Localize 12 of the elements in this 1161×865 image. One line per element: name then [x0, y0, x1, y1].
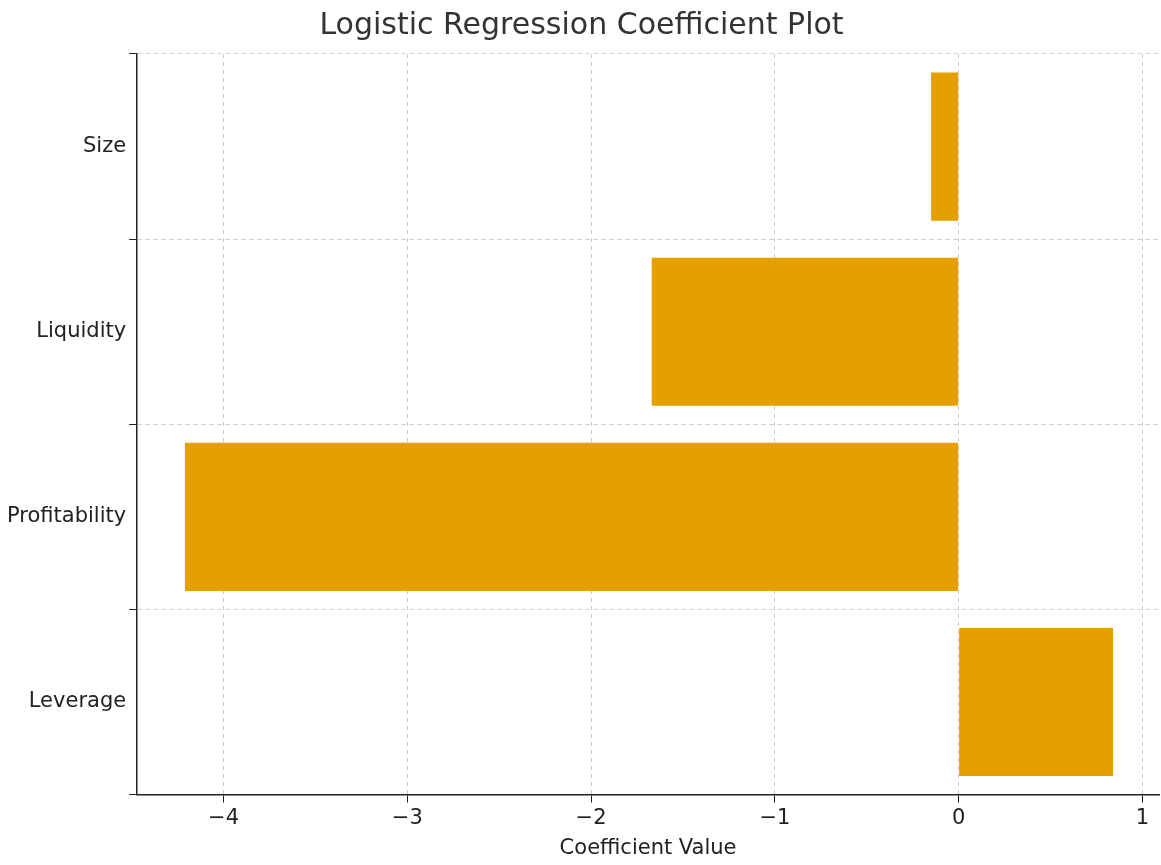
x-tick-label: 0	[951, 804, 966, 829]
x-tick-label: −4	[208, 804, 239, 829]
y-tick-label: Size	[83, 133, 127, 158]
y-tick-label: Liquidity	[36, 318, 127, 343]
y-tick-label: Profitability	[7, 503, 127, 528]
y-tick-label: Leverage	[28, 688, 127, 713]
x-tick-label: 1	[1135, 804, 1150, 829]
x-tick-label: −3	[391, 804, 423, 829]
x-axis-title: Coefficient Value	[559, 834, 737, 859]
chart-title: Logistic Regression Coefficient Plot	[319, 5, 844, 41]
x-tick-label: −1	[759, 804, 791, 829]
x-tick-label: −2	[575, 804, 607, 829]
